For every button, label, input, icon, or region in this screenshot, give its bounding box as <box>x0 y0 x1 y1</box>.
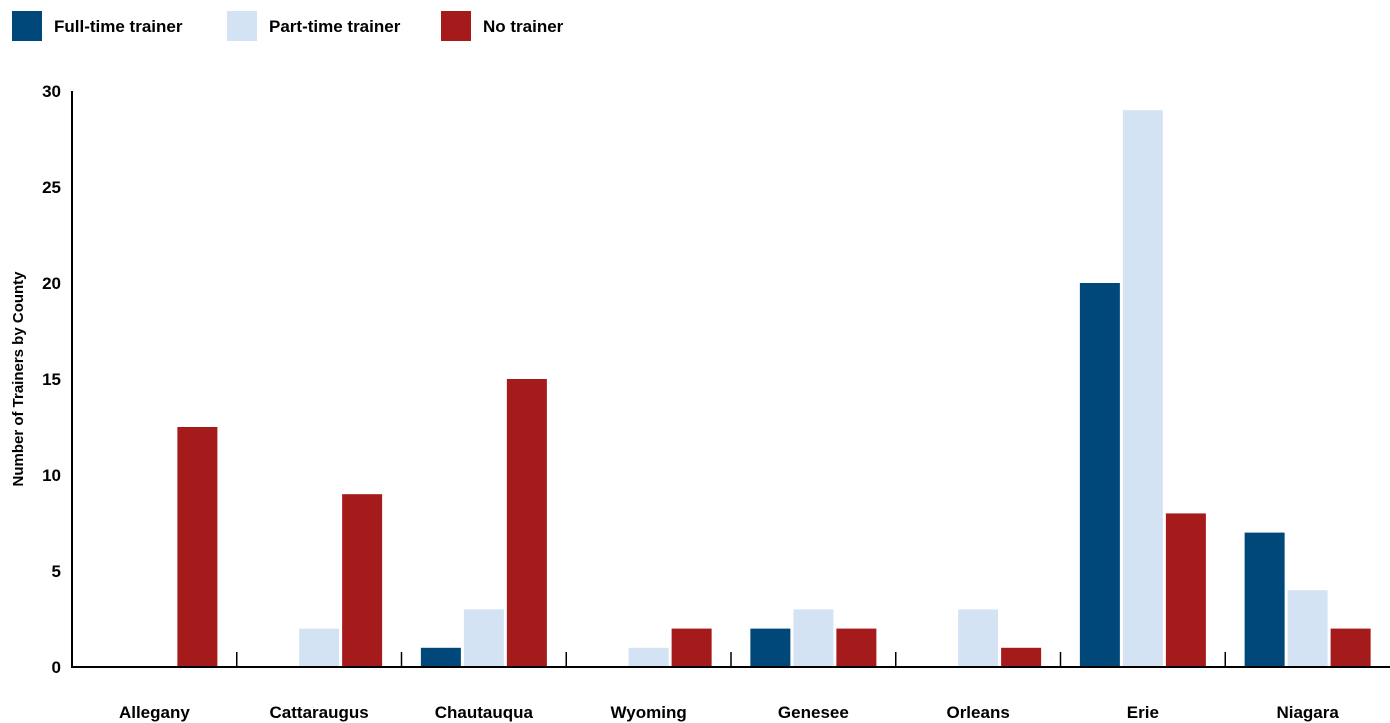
bar-cattaraugus-part-time-trainer <box>299 628 340 667</box>
x-tick-label-genesee: Genesee <box>778 703 849 722</box>
bar-genesee-no-trainer <box>836 628 877 667</box>
bar-orleans-no-trainer <box>1001 647 1042 667</box>
bar-cattaraugus-no-trainer <box>342 494 383 667</box>
x-tick-label-erie: Erie <box>1127 703 1159 722</box>
y-tick-label-20: 20 <box>42 274 61 293</box>
y-tick-label-10: 10 <box>42 466 61 485</box>
legend-swatch-part-time-trainer <box>227 11 257 41</box>
bar-chautauqua-full-time-trainer <box>420 647 461 667</box>
legend-swatch-no-trainer <box>441 11 471 41</box>
legend-label-no-trainer: No trainer <box>483 17 564 36</box>
x-tick-label-chautauqua: Chautauqua <box>435 703 534 722</box>
x-tick-label-allegany: Allegany <box>119 703 190 722</box>
bar-niagara-part-time-trainer <box>1287 590 1328 667</box>
x-axis-labels: Allegany Cattaraugus Chautauqua Wyoming Gene… <box>119 703 1339 722</box>
bar-erie-full-time-trainer <box>1079 283 1120 667</box>
y-tick-label-25: 25 <box>42 178 61 197</box>
x-tick-label-wyoming: Wyoming <box>611 703 687 722</box>
y-tick-label-0: 0 <box>52 658 61 677</box>
bar-erie-part-time-trainer <box>1122 110 1163 667</box>
y-axis-title: Number of Trainers by County <box>10 271 27 487</box>
bar-wyoming-no-trainer <box>671 628 712 667</box>
bar-niagara-full-time-trainer <box>1244 532 1285 667</box>
x-tick-label-cattaraugus: Cattaraugus <box>270 703 369 722</box>
bar-erie-no-trainer <box>1165 513 1206 667</box>
bar-orleans-part-time-trainer <box>958 609 999 667</box>
bar-niagara-no-trainer <box>1330 628 1371 667</box>
legend-label-part-time-trainer: Part-time trainer <box>269 17 401 36</box>
bar-chautauqua-part-time-trainer <box>463 609 504 667</box>
legend-label-full-time-trainer: Full-time trainer <box>54 17 183 36</box>
y-tick-label-5: 5 <box>52 562 61 581</box>
y-tick-label-15: 15 <box>42 370 61 389</box>
bar-genesee-part-time-trainer <box>793 609 834 667</box>
bars-group <box>177 110 1371 667</box>
bar-chautauqua-no-trainer <box>506 379 547 667</box>
x-tick-label-niagara: Niagara <box>1276 703 1339 722</box>
bar-genesee-full-time-trainer <box>750 628 791 667</box>
chart-legend: Full-time trainer Part-time trainer No tra… <box>12 11 564 41</box>
y-tick-label-30: 30 <box>42 82 61 101</box>
bar-wyoming-part-time-trainer <box>628 647 669 667</box>
x-tick-label-orleans: Orleans <box>946 703 1009 722</box>
legend-swatch-full-time-trainer <box>12 11 42 41</box>
bar-allegany-no-trainer <box>177 427 218 667</box>
x-axis-separators <box>236 652 1226 667</box>
y-axis-ticks: 0 5 10 15 20 25 30 <box>42 82 61 677</box>
